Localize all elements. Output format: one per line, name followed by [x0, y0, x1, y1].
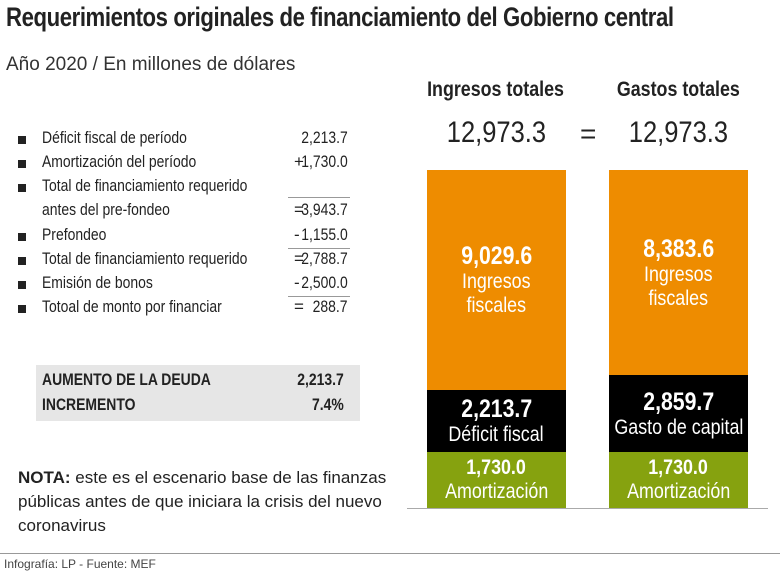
list-item: antes del pre-fondeo = 3,943.7 — [18, 200, 348, 224]
bar-segment: 2,213.7 Déficit fiscal — [427, 390, 566, 452]
item-value: 2,788.7 — [301, 249, 348, 268]
list-item: Amortización del período +1,730.0 — [18, 152, 348, 176]
segment-value: 9,029.6 — [461, 242, 532, 270]
sum-underline — [288, 197, 350, 198]
list-item: Déficit fiscal de período 2,213.7 — [18, 128, 348, 152]
item-label: Amortización del período — [42, 152, 197, 171]
segment-label: Amortización — [626, 480, 731, 503]
sum-underline — [288, 296, 350, 297]
item-operator: = — [294, 200, 304, 219]
bullet-icon — [18, 160, 26, 168]
bar-segment: 9,029.6 Ingresos fiscales — [427, 170, 566, 390]
segment-label: Ingresos fiscales — [644, 262, 713, 310]
segment-value: 8,383.6 — [643, 234, 714, 263]
bar-segment: 8,383.6 Ingresos fiscales — [609, 170, 748, 375]
item-value: 2,213.7 — [301, 128, 348, 147]
item-value: 1,730.0 — [301, 152, 348, 171]
item-label: Emisión de bonos — [42, 273, 153, 292]
credit: Infografía: LP - Fuente: MEF — [4, 557, 156, 571]
list-item: Total de financiamiento requerido — [18, 176, 348, 200]
item-label: Total de financiamiento requerido — [42, 249, 248, 268]
bullet-icon — [18, 281, 26, 289]
item-label: Total de financiamiento requerido — [42, 176, 248, 195]
item-operator: = — [294, 297, 304, 316]
item-value: 288.7 — [313, 297, 348, 316]
list-item: Emisión de bonos -2,500.0 — [18, 273, 348, 297]
bar-segment: 2,859.7 Gasto de capital — [609, 375, 748, 452]
list-item: Totoal de monto por financiar = 288.7 — [18, 297, 348, 321]
bullet-icon — [18, 184, 26, 192]
subtitle: Año 2020 / En millones de dólares — [6, 54, 296, 75]
bar-header-ingresos: Ingresos totales — [427, 78, 565, 101]
item-value: 3,943.7 — [301, 200, 348, 219]
summary-box: AUMENTO DE LA DEUDA 2,213.7 INCREMENTO 7… — [36, 365, 360, 421]
page-title: Requerimientos originales de financiamie… — [6, 2, 674, 32]
increment-label: INCREMENTO — [42, 395, 136, 414]
item-label: Déficit fiscal de período — [42, 128, 187, 147]
list-item: Total de financiamiento requerido = 2,788.… — [18, 249, 348, 273]
item-value: 1,155.0 — [301, 225, 348, 244]
total-gastos: 12,973.3 — [628, 116, 728, 149]
segment-label: Gasto de capital — [614, 415, 744, 439]
item-operator: - — [294, 225, 300, 244]
bullet-icon — [18, 136, 26, 144]
debt-increase-value: 2,213.7 — [297, 370, 344, 389]
segment-value: 2,213.7 — [461, 395, 532, 423]
bullet-icon — [18, 257, 26, 265]
item-operator: - — [294, 273, 300, 292]
item-value: 2,500.0 — [301, 273, 348, 292]
segment-label: Déficit fiscal — [448, 423, 545, 446]
increment-value: 7.4% — [312, 395, 344, 414]
bar-header-gastos: Gastos totales — [616, 78, 740, 101]
segment-value: 1,730.0 — [466, 456, 527, 479]
item-label: Prefondeo — [42, 225, 107, 244]
bullet-icon — [18, 305, 26, 313]
baseline — [407, 508, 768, 509]
item-label: antes del pre-fondeo — [42, 200, 170, 219]
bullet-icon — [18, 233, 26, 241]
item-operator: = — [294, 249, 304, 268]
bar-segment: 1,730.0 Amortización — [427, 452, 566, 508]
segment-label: Amortización — [444, 480, 549, 503]
item-label: Totoal de monto por financiar — [42, 297, 222, 316]
segment-value: 1,730.0 — [648, 456, 709, 479]
footer-divider — [0, 553, 780, 554]
list-item: Prefondeo -1,155.0 — [18, 225, 348, 249]
segment-value: 2,859.7 — [643, 387, 714, 416]
bar-segment: 1,730.0 Amortización — [609, 452, 748, 508]
debt-increase-label: AUMENTO DE LA DEUDA — [42, 370, 211, 389]
note: NOTA: este es el escenario base de las f… — [18, 468, 387, 535]
item-operator: + — [294, 152, 304, 171]
sum-underline — [288, 248, 350, 249]
total-ingresos: 12,973.3 — [446, 116, 546, 149]
segment-label: Ingresos fiscales — [462, 270, 531, 317]
equals-sign: = — [580, 118, 597, 149]
